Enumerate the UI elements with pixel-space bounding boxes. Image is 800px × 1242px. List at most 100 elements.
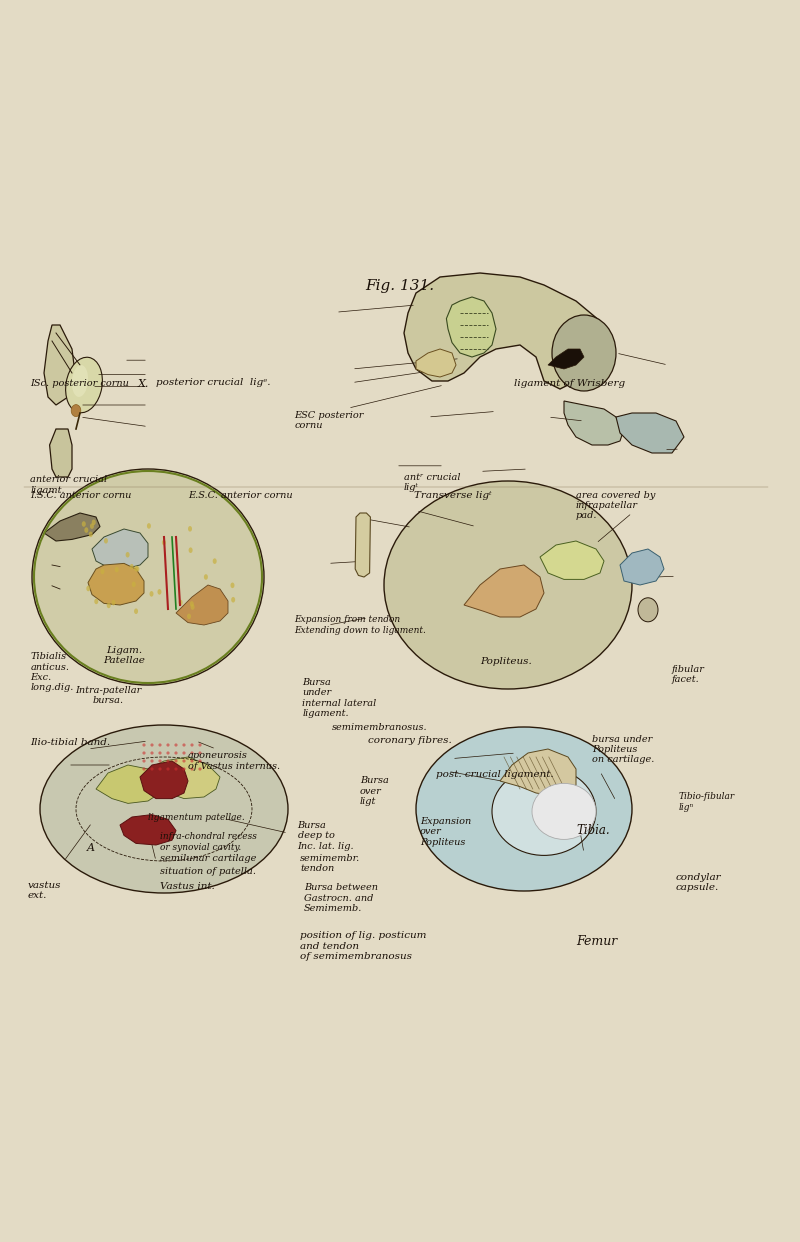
Polygon shape xyxy=(416,349,456,378)
Ellipse shape xyxy=(187,614,191,620)
Text: Expansion
over
Popliteus: Expansion over Popliteus xyxy=(420,817,471,847)
Polygon shape xyxy=(446,297,496,356)
Ellipse shape xyxy=(188,527,192,532)
Ellipse shape xyxy=(142,744,146,746)
Polygon shape xyxy=(148,758,220,799)
Text: Bursa
deep to
Inc. lat. lig.: Bursa deep to Inc. lat. lig. xyxy=(298,821,354,851)
Text: Popliteus.: Popliteus. xyxy=(480,657,532,666)
Ellipse shape xyxy=(134,565,138,571)
Text: infra-chondral recess
or synovial cavity.: infra-chondral recess or synovial cavity… xyxy=(160,832,257,852)
Polygon shape xyxy=(44,513,100,542)
Polygon shape xyxy=(44,325,76,405)
Ellipse shape xyxy=(101,569,105,574)
Ellipse shape xyxy=(106,602,110,609)
Text: E.S.C. anterior cornu: E.S.C. anterior cornu xyxy=(188,491,293,499)
Text: X.: X. xyxy=(138,379,149,390)
Ellipse shape xyxy=(190,759,194,763)
Polygon shape xyxy=(88,564,144,605)
Polygon shape xyxy=(96,765,160,804)
Ellipse shape xyxy=(72,365,88,397)
Ellipse shape xyxy=(166,744,170,746)
Ellipse shape xyxy=(190,744,194,746)
Ellipse shape xyxy=(198,744,202,746)
Ellipse shape xyxy=(90,523,94,529)
Text: posterior crucial  ligᵉ.: posterior crucial ligᵉ. xyxy=(156,378,270,386)
Ellipse shape xyxy=(111,600,115,605)
Ellipse shape xyxy=(198,751,202,755)
Polygon shape xyxy=(176,585,228,625)
Ellipse shape xyxy=(84,528,88,533)
Text: I.S.C. anterior cornu: I.S.C. anterior cornu xyxy=(30,491,132,499)
Polygon shape xyxy=(140,761,188,799)
Ellipse shape xyxy=(130,564,134,570)
Ellipse shape xyxy=(142,759,146,763)
Ellipse shape xyxy=(416,727,632,891)
Text: antʳ crucial
ligᵗ: antʳ crucial ligᵗ xyxy=(404,473,461,492)
Ellipse shape xyxy=(162,540,166,545)
Text: Intra-patellar
bursa.: Intra-patellar bursa. xyxy=(75,686,141,705)
Ellipse shape xyxy=(190,601,194,607)
Ellipse shape xyxy=(213,559,217,564)
Ellipse shape xyxy=(158,759,162,763)
Ellipse shape xyxy=(174,751,178,755)
Text: ESC posterior
cornu: ESC posterior cornu xyxy=(294,411,364,430)
Text: Exc.
long.dig.: Exc. long.dig. xyxy=(30,673,74,692)
Ellipse shape xyxy=(114,566,118,573)
Text: semilunar cartilage: semilunar cartilage xyxy=(160,853,256,863)
Ellipse shape xyxy=(190,751,194,755)
Ellipse shape xyxy=(230,582,234,589)
Text: ISc. posterior cornu: ISc. posterior cornu xyxy=(30,379,130,389)
Ellipse shape xyxy=(492,768,596,856)
Text: anterior crucial
ligamt.: anterior crucial ligamt. xyxy=(30,476,107,494)
Ellipse shape xyxy=(166,759,170,763)
Text: Tibia.: Tibia. xyxy=(576,825,610,837)
Text: position of lig. posticum
and tendon
of semimembranosus: position of lig. posticum and tendon of … xyxy=(300,932,426,961)
Ellipse shape xyxy=(150,751,154,755)
Text: condylar
capsule.: condylar capsule. xyxy=(676,873,722,893)
Polygon shape xyxy=(616,414,684,453)
Ellipse shape xyxy=(182,751,186,755)
Ellipse shape xyxy=(104,538,108,544)
Polygon shape xyxy=(548,349,584,369)
Ellipse shape xyxy=(166,751,170,755)
Text: Bursa
under
internal lateral
ligament.: Bursa under internal lateral ligament. xyxy=(302,678,377,718)
Text: A: A xyxy=(86,843,94,853)
Ellipse shape xyxy=(166,768,170,770)
Ellipse shape xyxy=(198,759,202,763)
Ellipse shape xyxy=(147,523,151,529)
Text: fibular
facet.: fibular facet. xyxy=(672,664,705,684)
Text: Ligam.
Patellae: Ligam. Patellae xyxy=(103,646,145,666)
Text: Tibialis
anticus.: Tibialis anticus. xyxy=(30,652,70,672)
Ellipse shape xyxy=(384,481,632,689)
Ellipse shape xyxy=(158,768,162,770)
Polygon shape xyxy=(120,815,176,845)
Polygon shape xyxy=(564,401,624,445)
Ellipse shape xyxy=(158,589,162,595)
Ellipse shape xyxy=(135,566,139,571)
Text: bursa under
Popliteus
on cartilage.: bursa under Popliteus on cartilage. xyxy=(592,734,654,764)
Text: semimembranosus.: semimembranosus. xyxy=(332,723,428,732)
Ellipse shape xyxy=(66,358,102,412)
Ellipse shape xyxy=(142,768,146,770)
Ellipse shape xyxy=(552,315,616,391)
Ellipse shape xyxy=(132,581,136,587)
Ellipse shape xyxy=(231,597,235,602)
Ellipse shape xyxy=(178,600,182,605)
Ellipse shape xyxy=(174,768,178,770)
Text: Vastus int.: Vastus int. xyxy=(160,882,214,891)
Ellipse shape xyxy=(126,551,130,558)
Text: coronary fibres.: coronary fibres. xyxy=(368,737,452,745)
Ellipse shape xyxy=(150,591,154,596)
Ellipse shape xyxy=(174,744,178,746)
Text: Tibio-fibular
ligⁿ: Tibio-fibular ligⁿ xyxy=(678,792,734,811)
Text: Fig. 131.: Fig. 131. xyxy=(366,278,434,293)
Text: Transverse ligᵗ: Transverse ligᵗ xyxy=(414,491,492,499)
Ellipse shape xyxy=(532,784,596,840)
Polygon shape xyxy=(355,513,370,578)
Text: ligament of Wrisberg: ligament of Wrisberg xyxy=(514,379,625,389)
Text: area covered by
infrapatellar
pad.: area covered by infrapatellar pad. xyxy=(576,491,655,520)
Ellipse shape xyxy=(198,768,202,770)
Ellipse shape xyxy=(92,519,96,525)
Text: Expansion from tendon
Extending down to ligament.: Expansion from tendon Extending down to … xyxy=(294,615,426,635)
Polygon shape xyxy=(620,549,664,585)
